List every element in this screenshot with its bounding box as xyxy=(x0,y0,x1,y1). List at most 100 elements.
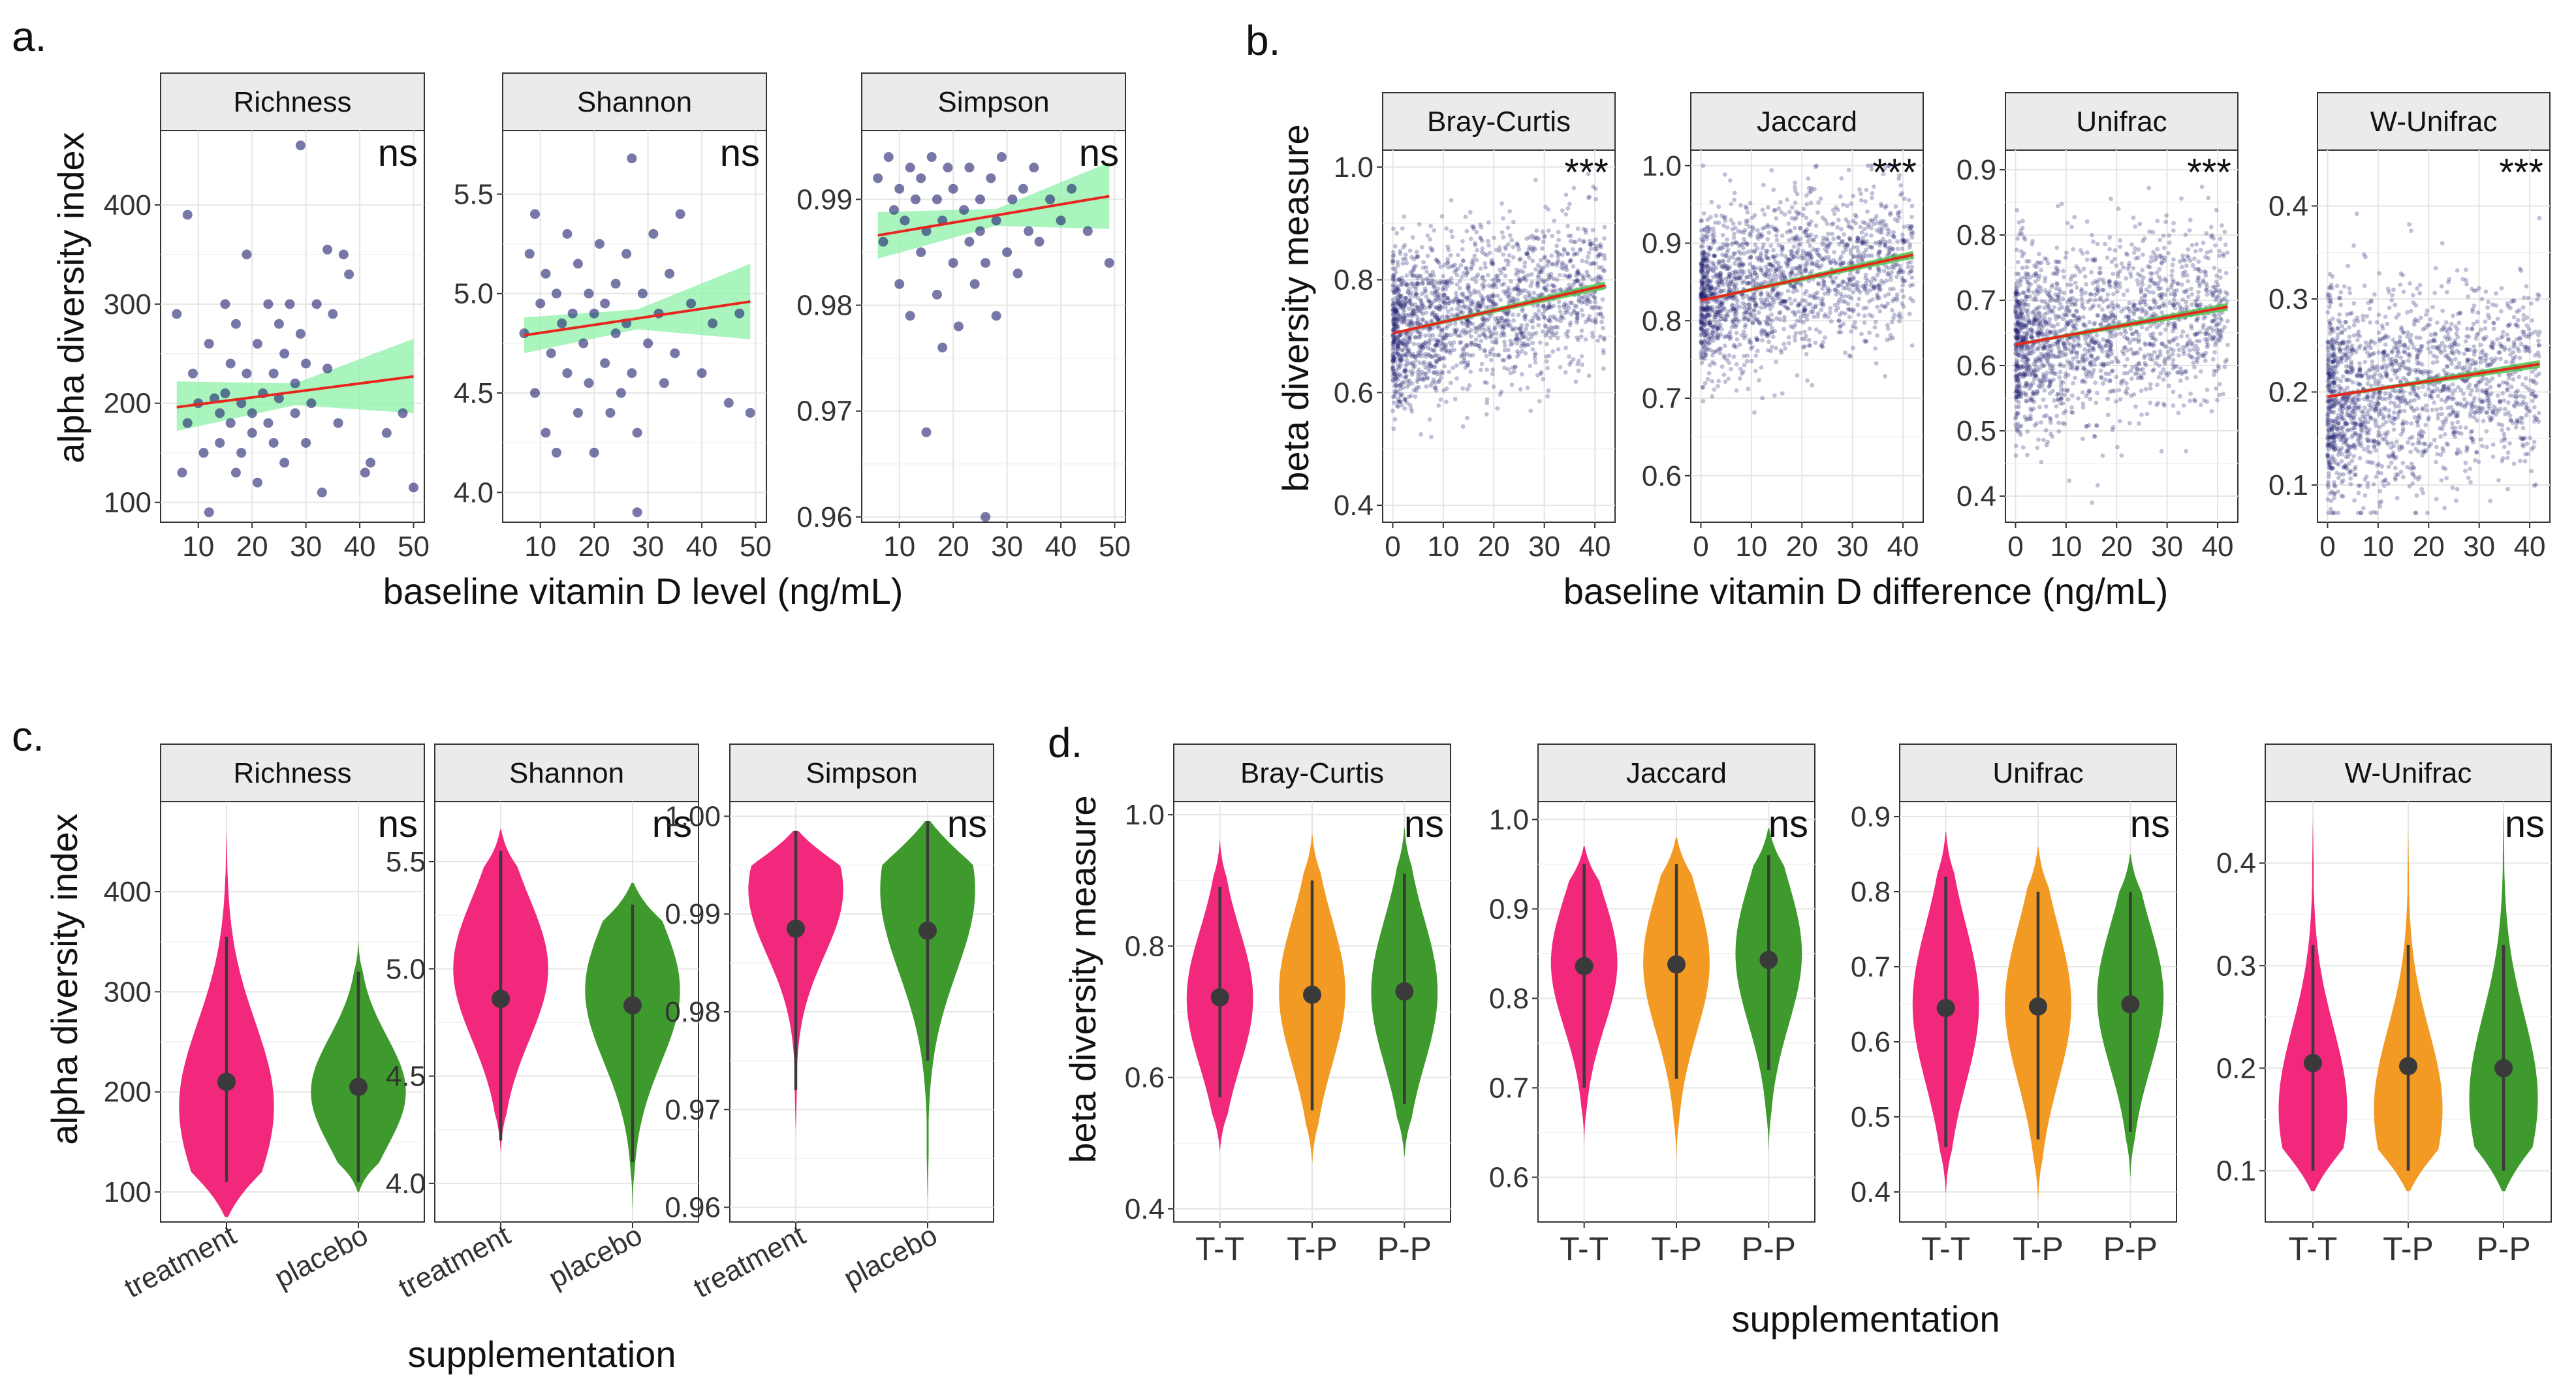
data-point xyxy=(1400,347,1406,352)
data-point xyxy=(1853,221,1859,226)
data-point xyxy=(1508,371,1513,375)
data-point xyxy=(1461,304,1466,309)
y-tick-label: 1.0 xyxy=(1642,150,1682,182)
data-point xyxy=(1575,313,1580,317)
data-point xyxy=(1733,270,1738,275)
data-point xyxy=(1707,279,1712,284)
data-point xyxy=(1748,255,1753,260)
data-point xyxy=(1749,358,1754,364)
data-point xyxy=(1434,289,1439,294)
data-point xyxy=(1755,275,1759,280)
data-point xyxy=(1723,263,1728,268)
data-point xyxy=(1390,377,1396,382)
data-point xyxy=(1417,308,1422,313)
data-point xyxy=(1701,270,1706,275)
data-point xyxy=(1421,277,1426,283)
data-point xyxy=(1390,266,1396,271)
data-point xyxy=(745,407,755,418)
data-point xyxy=(295,328,306,339)
data-point xyxy=(1433,315,1437,320)
data-point xyxy=(1473,306,1479,311)
data-point xyxy=(1592,246,1597,251)
data-point xyxy=(1747,225,1752,229)
data-point xyxy=(1530,233,1535,238)
data-point xyxy=(1492,282,1496,287)
data-point xyxy=(1872,284,1877,289)
data-point xyxy=(1867,330,1872,336)
data-point xyxy=(1393,380,1398,385)
data-point xyxy=(1576,271,1581,275)
data-point xyxy=(1492,294,1497,299)
data-point xyxy=(1428,364,1434,368)
data-point xyxy=(1900,275,1905,281)
data-point xyxy=(2118,244,2122,249)
data-point xyxy=(1436,338,1441,343)
data-point xyxy=(1785,257,1790,262)
data-point xyxy=(1415,308,1420,313)
data-point xyxy=(1563,263,1568,268)
data-point xyxy=(1802,267,1808,272)
data-point xyxy=(2148,306,2153,311)
data-point xyxy=(1396,284,1401,289)
data-point xyxy=(1715,275,1720,280)
data-point xyxy=(1451,340,1456,345)
data-point xyxy=(1402,243,1407,247)
data-point xyxy=(1593,304,1598,309)
data-point xyxy=(1409,272,1415,277)
data-point xyxy=(1699,321,1704,326)
data-point xyxy=(1392,417,1398,422)
data-point xyxy=(1755,349,1760,353)
data-point xyxy=(1701,249,1706,254)
data-point xyxy=(1398,294,1403,299)
data-point xyxy=(1437,343,1442,349)
data-point xyxy=(1410,307,1415,313)
data-point xyxy=(1873,240,1878,245)
data-point xyxy=(1392,371,1396,377)
data-point xyxy=(1857,296,1862,302)
data-point xyxy=(1727,264,1733,270)
data-point xyxy=(1736,256,1741,261)
data-point xyxy=(975,226,985,236)
data-point xyxy=(2107,304,2112,309)
data-point xyxy=(2030,310,2035,315)
data-point xyxy=(1821,279,1827,284)
data-point xyxy=(2146,264,2150,269)
data-point xyxy=(1486,243,1491,248)
data-point xyxy=(541,428,551,438)
data-point xyxy=(1744,275,1750,279)
data-point xyxy=(1573,379,1579,384)
data-point xyxy=(1398,392,1403,397)
data-point xyxy=(1414,249,1419,255)
strip-label: Bray-Curtis xyxy=(1427,106,1571,138)
data-point xyxy=(1584,297,1589,302)
data-point xyxy=(1409,313,1415,319)
data-point xyxy=(1897,267,1902,272)
data-point xyxy=(1409,281,1414,286)
data-point xyxy=(1759,251,1763,256)
data-point xyxy=(1522,315,1527,320)
data-point xyxy=(1744,294,1750,298)
data-point xyxy=(1460,346,1466,351)
data-point xyxy=(1602,253,1607,258)
data-point xyxy=(322,364,333,374)
data-point xyxy=(1894,262,1899,267)
data-point xyxy=(1780,391,1785,396)
data-point xyxy=(1864,187,1869,193)
data-point xyxy=(1772,328,1778,334)
data-point xyxy=(1854,214,1859,219)
data-point xyxy=(1747,296,1752,302)
data-point xyxy=(1417,377,1422,381)
data-point xyxy=(1453,262,1457,267)
data-point xyxy=(1706,313,1711,319)
data-point xyxy=(2079,292,2084,297)
data-point xyxy=(2116,360,2121,365)
data-point xyxy=(1390,409,1395,413)
data-point xyxy=(1851,283,1856,288)
data-point xyxy=(1699,286,1704,291)
data-point xyxy=(1556,230,1561,234)
data-point xyxy=(1486,293,1491,298)
data-point xyxy=(1519,371,1524,377)
data-point xyxy=(1411,264,1417,270)
data-point xyxy=(1531,236,1537,241)
data-point xyxy=(1438,264,1443,270)
